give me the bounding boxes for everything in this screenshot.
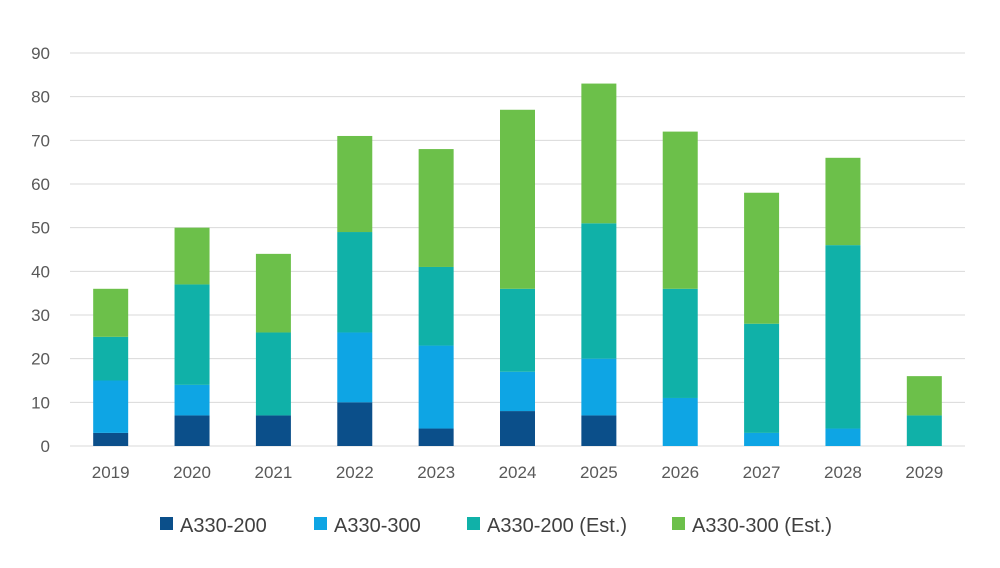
bar-2025-series-3: [581, 83, 617, 224]
bar-2022-series-0: [337, 402, 373, 446]
y-axis-tick-labels: 0 10 20 30 40 50 60 70 80 90: [31, 44, 50, 456]
bar-2028-series-1: [825, 428, 861, 446]
legend-swatch-0: [160, 517, 173, 530]
bar-2024-series-2: [500, 288, 535, 372]
y-tick-label: 40: [31, 262, 50, 281]
bar-2020-series-3: [174, 227, 210, 285]
legend-label-2: A330-200 (Est.): [487, 515, 627, 537]
bar-2025-series-2: [581, 223, 617, 359]
y-tick-label: 50: [31, 219, 50, 238]
bar-2019-series-3: [93, 288, 129, 337]
x-axis-tick-labels: 2019 2020 2021 2022 2023 2024 2025 2026 2027 2028…: [92, 463, 943, 482]
bar-2019-series-1: [93, 380, 129, 433]
bar-2022-series-3: [337, 135, 373, 233]
y-tick-label: 90: [31, 44, 50, 63]
bar-2020-series-0: [174, 415, 210, 446]
legend: A330-200 A330-300 A330-200 (Est.) A330-300 …: [160, 515, 832, 537]
bar-2026-series-2: [662, 288, 698, 398]
y-tick-label: 30: [31, 306, 50, 325]
bar-2029-series-2: [906, 415, 942, 446]
bar-2027-series-3: [744, 192, 780, 324]
bar-2021-series-2: [255, 332, 291, 416]
x-tick-label: 2024: [499, 463, 537, 482]
bar-2022-series-2: [337, 232, 373, 333]
x-tick-label: 2027: [743, 463, 781, 482]
bar-2024-series-0: [500, 411, 535, 446]
legend-swatch-3: [672, 517, 685, 530]
bar-2026-series-1: [662, 397, 698, 446]
legend-swatch-2: [467, 517, 480, 530]
x-tick-label: 2029: [905, 463, 943, 482]
bar-2020-series-2: [174, 284, 210, 385]
bar-2029-series-3: [906, 376, 942, 416]
bar-2021-series-0: [255, 415, 291, 446]
y-tick-label: 10: [31, 393, 50, 412]
x-tick-label: 2022: [336, 463, 374, 482]
y-tick-label: 20: [31, 350, 50, 369]
x-tick-label: 2019: [92, 463, 130, 482]
legend-label-0: A330-200: [180, 515, 267, 537]
bar-2021-series-3: [255, 253, 291, 333]
y-tick-label: 0: [41, 437, 50, 456]
y-tick-label: 80: [31, 88, 50, 107]
x-tick-label: 2020: [173, 463, 211, 482]
bar-2023-series-2: [418, 266, 454, 346]
bar-2023-series-1: [418, 345, 454, 429]
bar-2024-series-1: [500, 371, 535, 412]
bar-2025-series-0: [581, 415, 617, 446]
bar-2023-series-3: [418, 149, 454, 267]
bar-2019-series-0: [93, 432, 129, 446]
x-tick-label: 2025: [580, 463, 618, 482]
x-tick-label: 2021: [254, 463, 292, 482]
bars: [93, 83, 942, 446]
x-tick-label: 2028: [824, 463, 862, 482]
bar-2028-series-2: [825, 245, 861, 429]
legend-label-1: A330-300: [334, 515, 421, 537]
bar-2027-series-1: [744, 432, 780, 446]
y-tick-label: 60: [31, 175, 50, 194]
bar-2026-series-3: [662, 131, 698, 289]
bar-2024-series-3: [500, 109, 535, 289]
y-tick-label: 70: [31, 131, 50, 150]
legend-swatch-1: [314, 517, 327, 530]
bar-2028-series-3: [825, 157, 861, 246]
bar-2019-series-2: [93, 336, 129, 381]
x-tick-label: 2026: [661, 463, 699, 482]
bar-2022-series-1: [337, 332, 373, 403]
x-tick-label: 2023: [417, 463, 455, 482]
bar-2025-series-1: [581, 358, 617, 416]
bar-2027-series-2: [744, 323, 780, 433]
legend-label-3: A330-300 (Est.): [692, 515, 832, 537]
bar-2023-series-0: [418, 428, 454, 446]
bar-2020-series-1: [174, 384, 210, 416]
